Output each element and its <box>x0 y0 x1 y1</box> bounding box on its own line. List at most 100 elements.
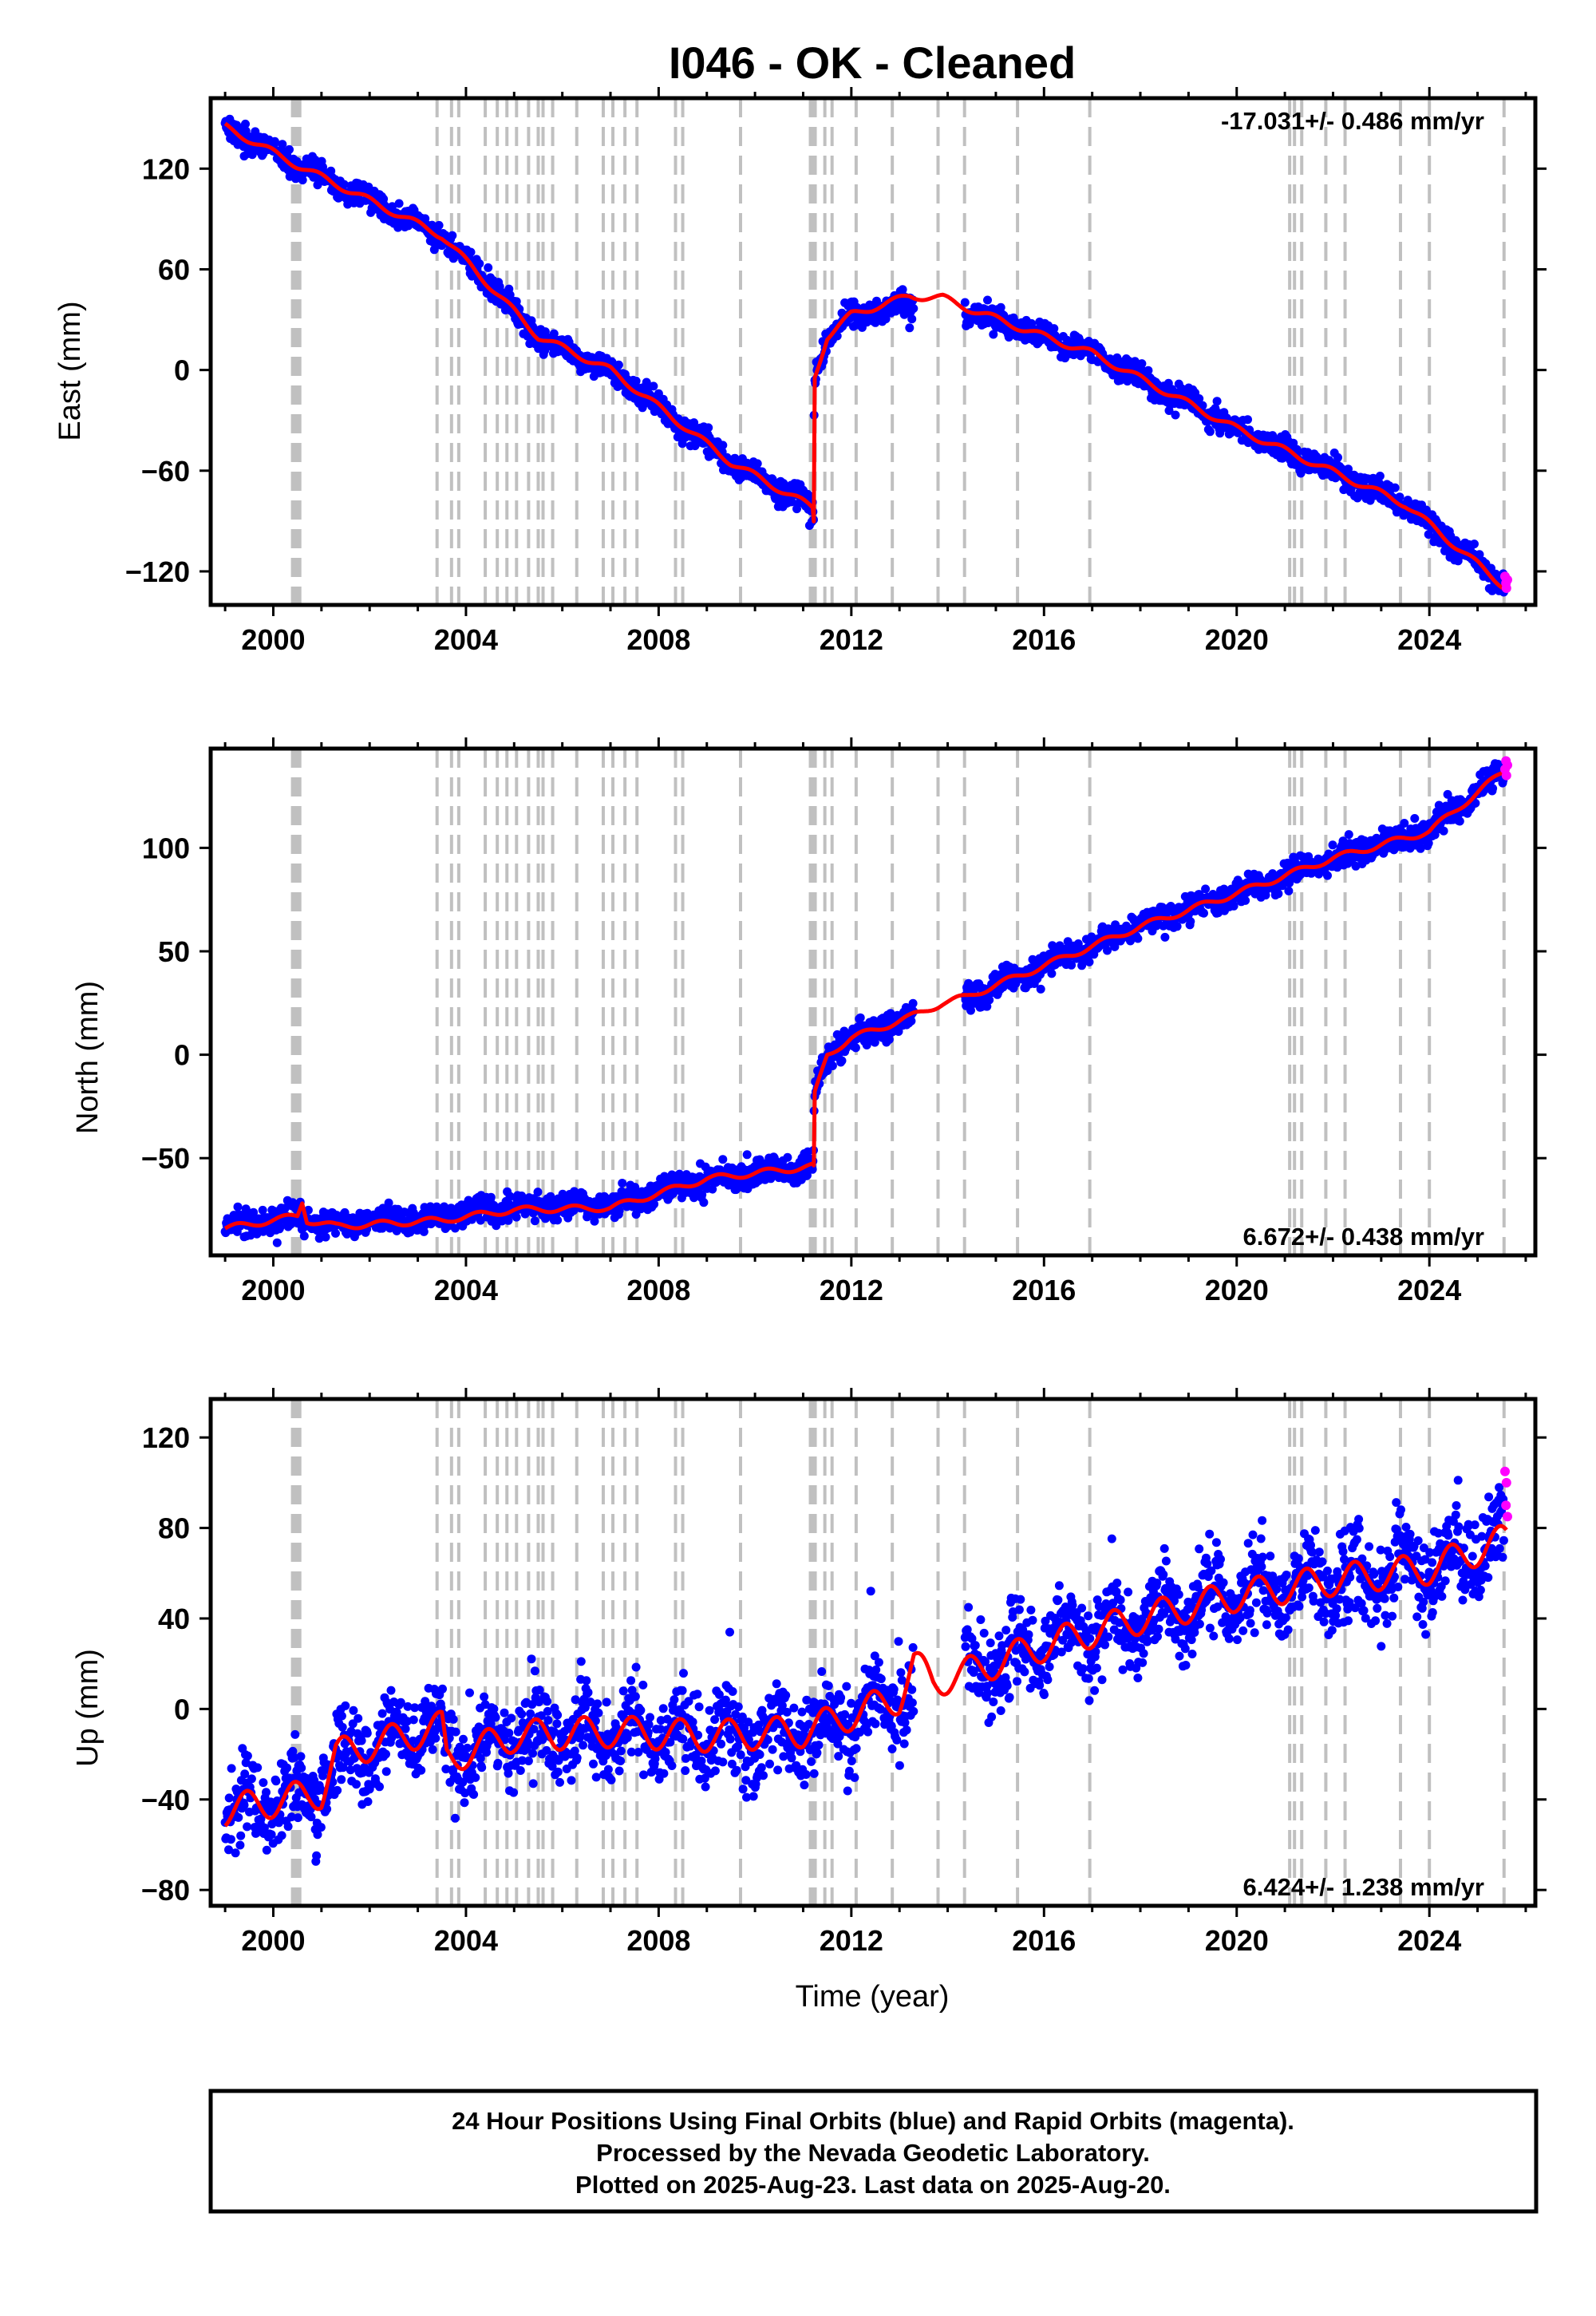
east-final-point <box>298 176 307 185</box>
up-final-point <box>341 1701 350 1710</box>
north-final-point <box>718 1155 728 1164</box>
up-final-point <box>438 1684 447 1694</box>
east-final-point <box>241 119 250 128</box>
up-final-point <box>450 1813 460 1823</box>
north-final-point <box>1274 889 1283 899</box>
east-final-point <box>718 441 728 450</box>
east-final-point <box>905 323 915 333</box>
up-final-point <box>290 1729 300 1739</box>
up-final-point <box>431 1733 440 1743</box>
north-final-point <box>837 1056 847 1065</box>
north-final-point <box>699 1198 709 1207</box>
north-final-point <box>1229 901 1238 911</box>
up-final-point <box>377 1709 387 1718</box>
east-final-point <box>907 314 917 324</box>
east-x-tick-label: 2016 <box>1012 623 1076 656</box>
north-final-point <box>614 1206 624 1215</box>
east-final-point <box>1333 453 1342 462</box>
east-final-point <box>1144 366 1153 375</box>
east-final-point <box>1212 397 1222 406</box>
east-final-point <box>448 231 457 240</box>
up-final-point <box>363 1797 373 1806</box>
north-final-point <box>851 1043 860 1053</box>
east-final-point <box>549 329 559 338</box>
up-final-point <box>227 1764 236 1773</box>
up-final-point <box>316 1823 326 1832</box>
up-final-point <box>451 1727 460 1737</box>
north-final-point <box>505 1192 515 1201</box>
east-y-tick-label: −60 <box>141 455 190 488</box>
north-rapid-point <box>1501 770 1511 781</box>
north-rate-label: 6.672+/- 0.438 mm/yr <box>1243 1223 1484 1251</box>
east-final-point <box>689 418 699 428</box>
north-final-point <box>783 1152 792 1162</box>
east-final-point <box>475 259 484 268</box>
north-final-point <box>512 1212 521 1222</box>
north-y-axis-label: North (mm) <box>71 981 105 1134</box>
north-x-tick-label: 2020 <box>1205 1274 1269 1306</box>
east-x-tick-label: 2004 <box>434 623 498 656</box>
east-final-point <box>388 202 397 211</box>
north-x-tick-label: 2024 <box>1397 1274 1461 1306</box>
up-final-point <box>465 1688 474 1697</box>
east-final-point <box>631 376 641 385</box>
north-final-point <box>1455 816 1464 826</box>
north-final-point <box>258 1205 267 1215</box>
north-final-point <box>530 1216 539 1226</box>
up-final-point <box>338 1722 347 1732</box>
east-x-tick-label: 2024 <box>1397 623 1461 656</box>
north-plot-frame <box>208 746 1538 1258</box>
north-final-point <box>618 1179 627 1188</box>
up-final-point <box>362 1729 372 1738</box>
up-final-point <box>235 1840 245 1850</box>
east-final-point <box>832 331 842 341</box>
east-final-point <box>983 295 992 305</box>
north-final-point <box>541 1213 551 1223</box>
east-y-tick-label: 0 <box>174 354 190 387</box>
north-final-point <box>907 1016 916 1026</box>
north-final-point <box>590 1216 599 1226</box>
up-final-point <box>259 1778 268 1788</box>
up-final-point <box>262 1788 271 1797</box>
up-final-point <box>337 1711 346 1721</box>
east-final-point <box>434 220 444 230</box>
east-final-point <box>1475 550 1484 559</box>
east-final-point <box>285 144 294 154</box>
north-x-tick-label: 2012 <box>820 1274 883 1306</box>
north-final-point <box>742 1150 752 1160</box>
north-y-tick-label: −50 <box>141 1142 190 1175</box>
east-y-tick-label: 60 <box>158 253 190 286</box>
north-y-tick-label: 50 <box>158 935 190 968</box>
figure-title: I046 - OK - Cleaned <box>669 38 1076 88</box>
north-x-tick-label: 2000 <box>241 1274 305 1306</box>
east-final-point <box>313 180 322 190</box>
north-final-point <box>450 1223 460 1233</box>
north-final-point <box>908 998 918 1008</box>
north-final-point <box>985 995 994 1005</box>
north-final-point <box>486 1192 496 1202</box>
east-y-tick-label: 120 <box>142 152 190 185</box>
up-final-point <box>459 1734 468 1744</box>
north-x-tick-label: 2016 <box>1012 1274 1076 1306</box>
east-final-point <box>642 377 651 387</box>
up-plot-layer: 2000 2004 2008 2012 2016 2020 202412080400−40−… <box>141 1388 1547 1957</box>
north-final-point <box>1186 917 1195 927</box>
north-x-tick-label: 2004 <box>434 1274 498 1306</box>
north-final-point <box>828 1061 837 1070</box>
up-final-point <box>234 1812 243 1822</box>
up-final-point <box>460 1798 469 1808</box>
north-final-point <box>855 1013 865 1022</box>
north-final-point <box>533 1188 543 1197</box>
north-final-point <box>384 1198 393 1207</box>
up-final-point <box>409 1715 418 1725</box>
up-final-point <box>312 1851 322 1860</box>
east-final-point <box>753 459 762 468</box>
north-final-point <box>1160 932 1170 942</box>
north-final-point <box>1328 840 1337 850</box>
up-final-point <box>224 1793 234 1803</box>
north-x-tick-label: 2008 <box>626 1274 690 1306</box>
east-y-axis-label: East (mm) <box>53 301 87 441</box>
up-final-point <box>297 1763 306 1773</box>
up-final-point <box>381 1767 391 1777</box>
